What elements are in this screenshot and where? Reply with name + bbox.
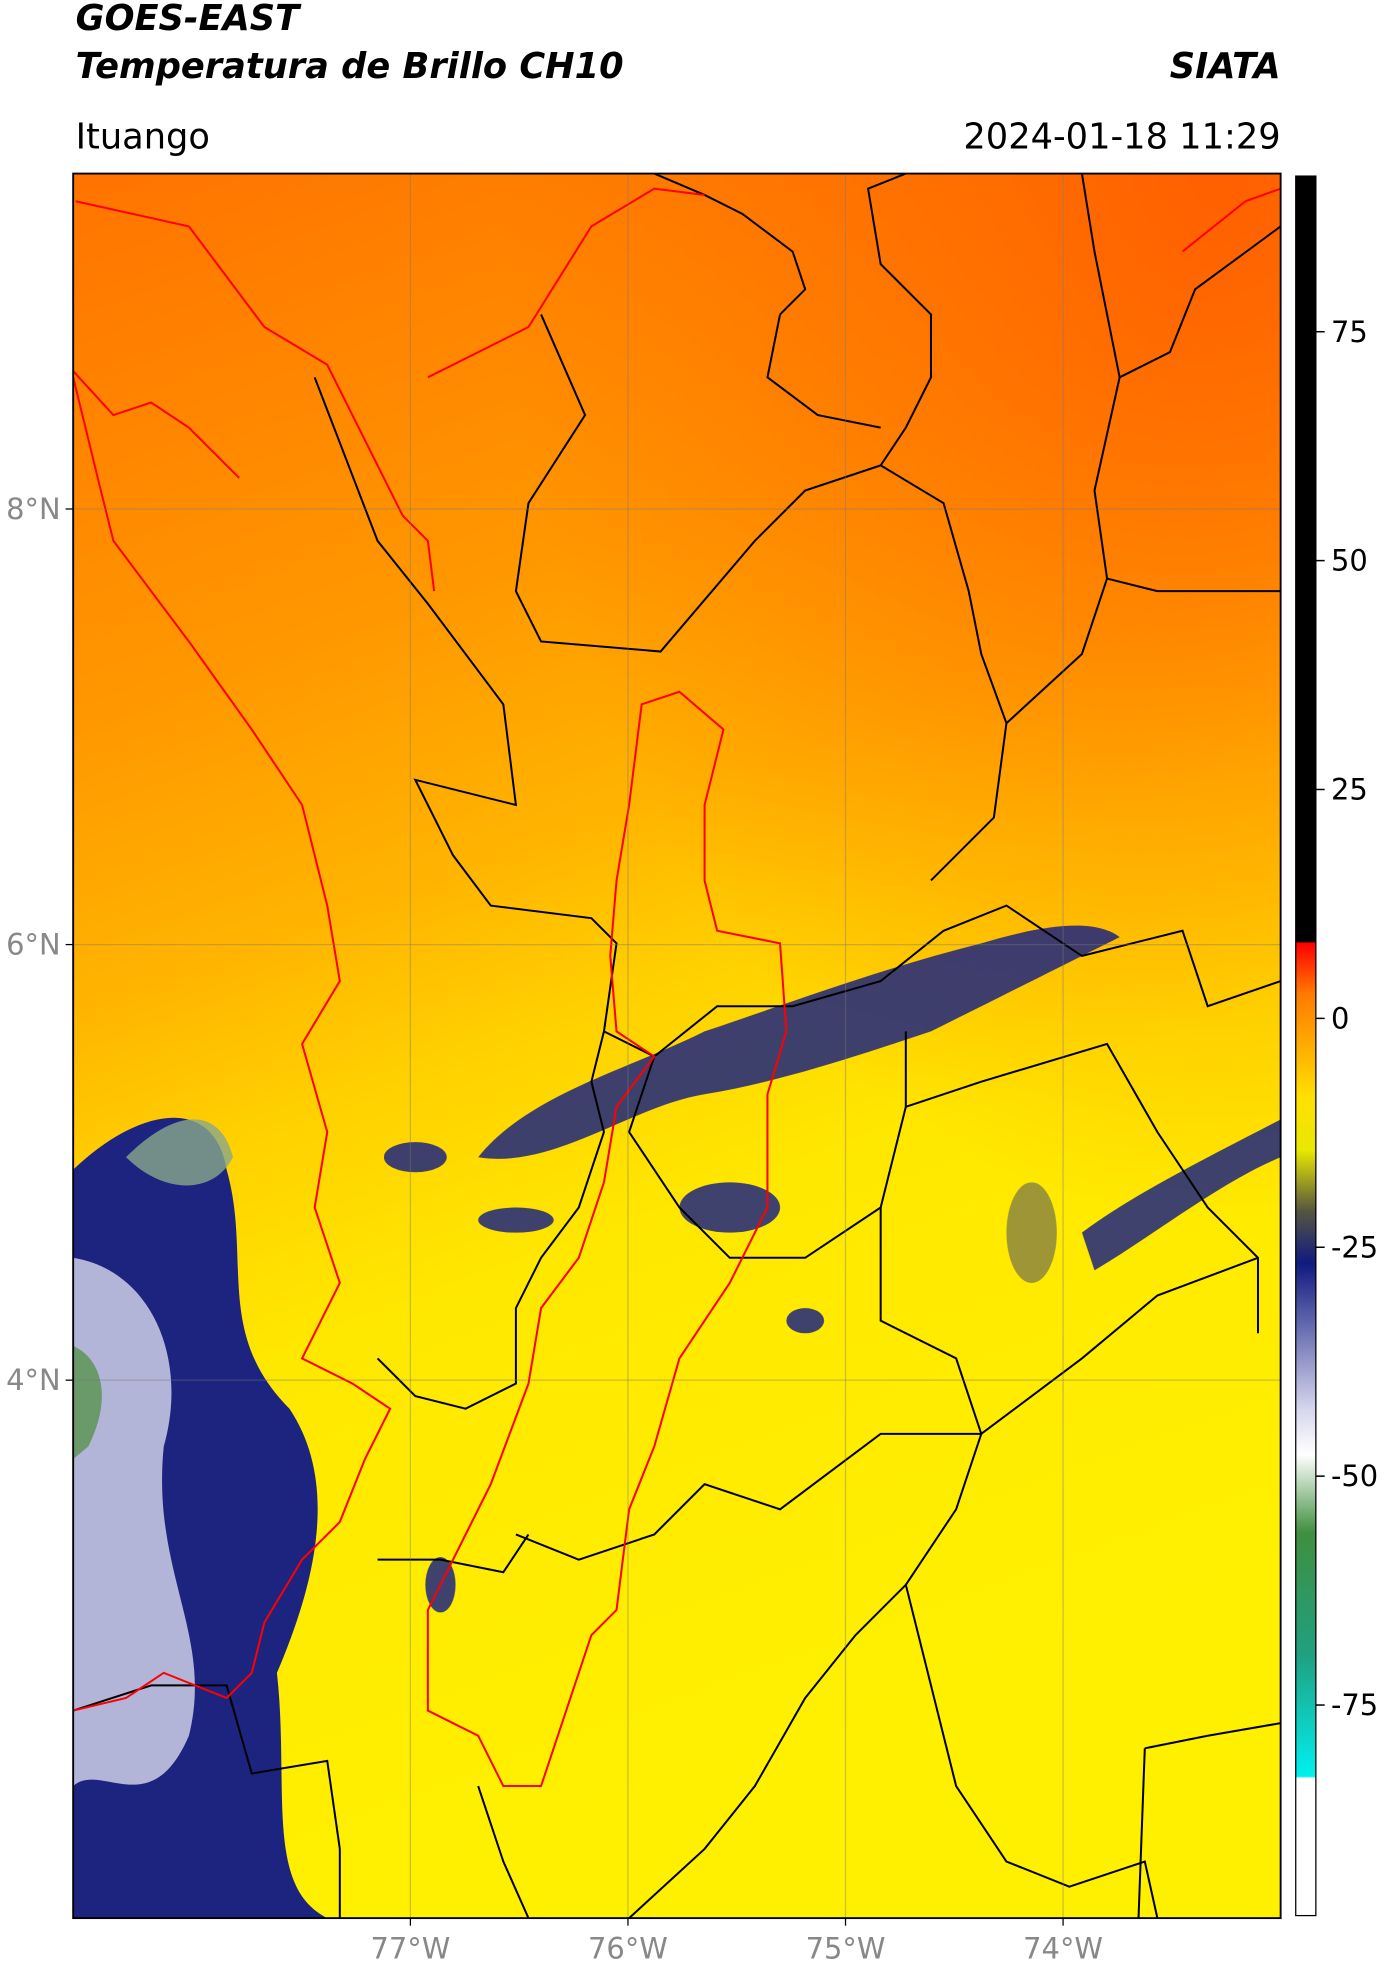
- y-tick-label: 8°N: [6, 492, 60, 526]
- colorbar: [1295, 175, 1317, 1917]
- colorbar-tick-label: -75: [1331, 1688, 1378, 1722]
- map-frame: [72, 172, 1282, 1920]
- x-tick-label: 76°W: [588, 1931, 668, 1965]
- subtitle: Temperatura de Brillo CH10: [76, 46, 624, 87]
- datetime: 2024-01-18 11:29: [963, 116, 1280, 157]
- source: SIATA: [1170, 46, 1281, 87]
- graticule: [73, 173, 1281, 1919]
- colorbar-tick-label: 0: [1331, 1001, 1349, 1035]
- y-tick-label: 4°N: [6, 1363, 60, 1397]
- y-tick-label: 6°N: [6, 928, 60, 962]
- cold-core: [126, 1119, 233, 1186]
- x-tick-label: 74°W: [1023, 1931, 1103, 1965]
- borders: [73, 173, 1281, 1919]
- x-tick-label: 77°W: [370, 1931, 450, 1965]
- map-field: [73, 173, 1281, 1919]
- colorbar-tick-label: -50: [1331, 1459, 1378, 1493]
- colorbar-tick-label: 50: [1331, 544, 1368, 578]
- x-tick-label: 75°W: [806, 1931, 886, 1965]
- colorbar-tick-label: -25: [1331, 1230, 1378, 1264]
- cold-core: [73, 1257, 195, 1787]
- cold-core: [73, 1345, 102, 1460]
- colorbar-tick-label: 75: [1331, 315, 1368, 349]
- region: Ituango: [76, 116, 210, 157]
- basin-outline: [73, 187, 1281, 1788]
- colorbar-tick-label: 25: [1331, 773, 1368, 807]
- title: GOES-EAST: [76, 0, 302, 39]
